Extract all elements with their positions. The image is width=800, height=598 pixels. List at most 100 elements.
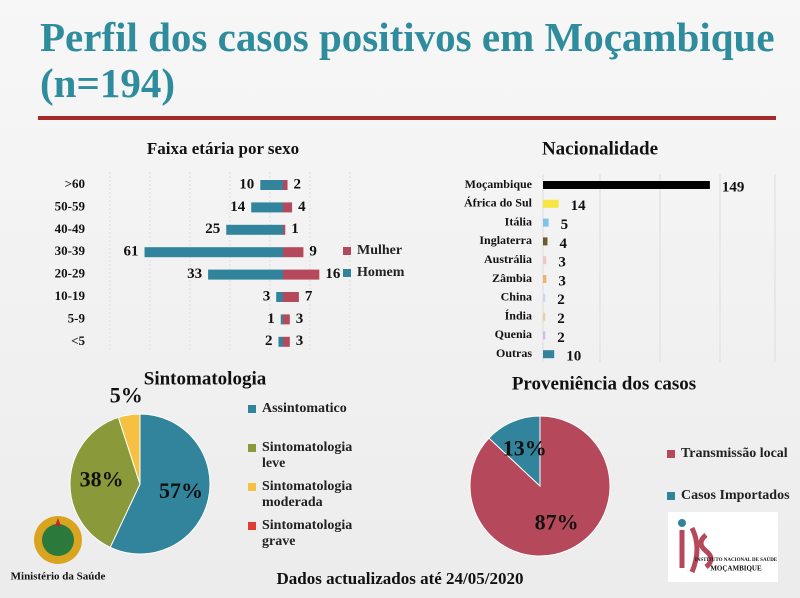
data-label: 14 bbox=[571, 198, 587, 214]
legend-label: Sintomatologia leve bbox=[262, 440, 353, 471]
data-label: 33 bbox=[187, 266, 202, 282]
data-label: 57% bbox=[159, 478, 203, 503]
legend-swatch bbox=[667, 492, 675, 500]
footer: Dados actualizados até 24/05/2020 bbox=[277, 569, 524, 588]
y-tick-label: 10-19 bbox=[55, 288, 86, 303]
bar bbox=[543, 237, 548, 246]
data-label: 3 bbox=[296, 333, 304, 349]
bar bbox=[208, 269, 283, 280]
data-label: 4 bbox=[298, 199, 306, 215]
data-label: 38% bbox=[80, 467, 124, 492]
legend-label: Homem bbox=[357, 265, 405, 280]
data-label: 3 bbox=[558, 255, 566, 271]
y-tick-label: Índia bbox=[505, 308, 532, 322]
data-label: 3 bbox=[263, 288, 271, 304]
legend-entry: Homem bbox=[343, 265, 437, 281]
y-tick-label: Outras bbox=[496, 346, 532, 360]
legend-entry: Sintomatologia leve bbox=[248, 440, 372, 472]
data-label: 2 bbox=[557, 311, 565, 327]
data-label: 61 bbox=[124, 244, 139, 260]
data-label: 4 bbox=[559, 236, 567, 252]
slide-title: Perfil dos casos positivos em Moçambique… bbox=[40, 14, 775, 106]
data-label: 2 bbox=[294, 176, 302, 192]
bar bbox=[543, 199, 559, 208]
pie-slice bbox=[69, 416, 141, 549]
data-label: 2 bbox=[265, 333, 273, 349]
legend-label: Sintomatologia moderada bbox=[262, 479, 353, 510]
data-label: 14 bbox=[230, 199, 246, 215]
bar bbox=[543, 218, 549, 227]
legend-swatch bbox=[343, 269, 351, 277]
legend-label: Casos Importados bbox=[681, 488, 790, 503]
data-label: 2 bbox=[557, 330, 565, 346]
data-label: 149 bbox=[722, 179, 745, 195]
data-label: 3 bbox=[558, 273, 566, 289]
pie-slice bbox=[117, 413, 141, 485]
ins-label: INSTITUTO NACIONAL DE SAÚDE bbox=[695, 557, 778, 563]
bar bbox=[278, 336, 283, 347]
data-label: 2 bbox=[557, 292, 565, 308]
pie-slice bbox=[109, 413, 211, 555]
y-tick-label: Quenia bbox=[495, 327, 532, 341]
y-tick-label: 50-59 bbox=[55, 198, 86, 213]
y-tick-label: África do Sul bbox=[464, 196, 533, 210]
bar bbox=[283, 247, 304, 258]
legend-swatch bbox=[248, 483, 256, 491]
bar bbox=[283, 269, 320, 280]
bar bbox=[144, 247, 283, 258]
y-tick-label: <5 bbox=[71, 333, 85, 348]
bar bbox=[283, 314, 290, 325]
legend-swatch bbox=[343, 247, 351, 255]
legend-swatch bbox=[248, 405, 256, 413]
legend-label: Mulher bbox=[357, 243, 403, 258]
legend-entry: Casos Importados bbox=[667, 488, 791, 504]
data-label: 10 bbox=[239, 176, 254, 192]
bar bbox=[543, 331, 546, 340]
y-tick-label: China bbox=[501, 290, 532, 304]
data-label: 1 bbox=[291, 221, 299, 237]
legend-swatch bbox=[248, 522, 256, 530]
data-label: 7 bbox=[305, 288, 313, 304]
legend-entry: Sintomatologia grave bbox=[248, 518, 372, 550]
bar bbox=[283, 180, 288, 190]
bar bbox=[543, 181, 710, 189]
data-label: 9 bbox=[309, 244, 317, 260]
y-tick-label: Itália bbox=[505, 214, 532, 228]
data-label: 25 bbox=[205, 221, 220, 237]
y-tick-label: Zâmbia bbox=[492, 271, 532, 285]
legend-label: Transmissão local bbox=[681, 446, 788, 461]
y-tick-label: Austrália bbox=[484, 252, 532, 266]
y-tick-label: Inglaterra bbox=[479, 233, 532, 247]
bar bbox=[283, 336, 290, 347]
bar bbox=[283, 292, 299, 302]
chart-title: Nacionalidade bbox=[542, 138, 658, 159]
bar bbox=[251, 202, 283, 213]
data-label: 87% bbox=[535, 510, 579, 535]
pie-slice bbox=[488, 415, 541, 488]
legend-entry: Assintomatico bbox=[248, 401, 372, 417]
bar bbox=[226, 224, 283, 235]
y-tick-label: 20-29 bbox=[55, 266, 86, 281]
bar bbox=[260, 180, 283, 190]
legend-swatch bbox=[667, 450, 675, 458]
legend-entry: Sintomatologia moderada bbox=[248, 479, 372, 511]
legend-label: Sintomatologia grave bbox=[262, 518, 353, 549]
legend-swatch bbox=[248, 444, 256, 452]
legend-label: Assintomatico bbox=[262, 401, 347, 416]
data-label: 5% bbox=[110, 383, 143, 408]
data-label: 16 bbox=[325, 266, 341, 282]
data-label: 10 bbox=[566, 349, 581, 365]
data-label: 3 bbox=[296, 311, 304, 327]
bar bbox=[543, 256, 547, 265]
chart-title: Sintomatologia bbox=[144, 368, 267, 389]
y-tick-label: 40-49 bbox=[55, 221, 86, 236]
bar bbox=[543, 350, 555, 359]
data-label: 13% bbox=[503, 436, 547, 461]
ministry-label: Ministério da Saúde bbox=[11, 571, 106, 583]
bar bbox=[283, 224, 286, 235]
y-tick-label: 5-9 bbox=[68, 310, 86, 325]
bar bbox=[280, 314, 283, 325]
bar bbox=[543, 275, 547, 283]
